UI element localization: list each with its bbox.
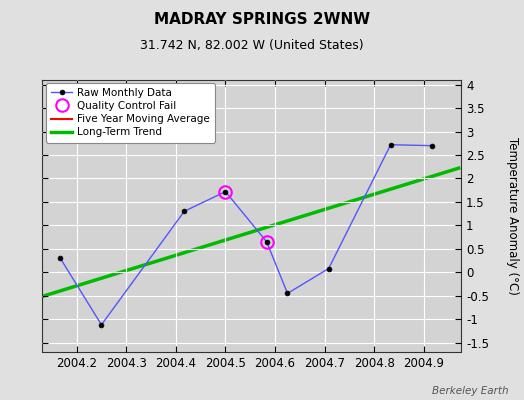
Line: Quality Control Fail: Quality Control Fail	[219, 185, 273, 248]
Quality Control Fail	[222, 189, 228, 194]
Raw Monthly Data	[264, 239, 270, 244]
Raw Monthly Data	[285, 291, 291, 296]
Y-axis label: Temperature Anomaly (°C): Temperature Anomaly (°C)	[506, 137, 519, 295]
Line: Raw Monthly Data: Raw Monthly Data	[58, 142, 435, 327]
Text: MADRAY SPRINGS 2WNW: MADRAY SPRINGS 2WNW	[154, 12, 370, 27]
Title: 31.742 N, 82.002 W (United States): 31.742 N, 82.002 W (United States)	[140, 40, 363, 52]
Raw Monthly Data	[181, 209, 188, 214]
Raw Monthly Data	[325, 266, 332, 271]
Raw Monthly Data	[429, 143, 435, 148]
Text: Berkeley Earth: Berkeley Earth	[432, 386, 508, 396]
Raw Monthly Data	[388, 142, 394, 147]
Raw Monthly Data	[222, 189, 228, 194]
Raw Monthly Data	[57, 256, 63, 261]
Legend: Raw Monthly Data, Quality Control Fail, Five Year Moving Average, Long-Term Tren: Raw Monthly Data, Quality Control Fail, …	[46, 83, 215, 142]
Quality Control Fail	[264, 239, 270, 244]
Raw Monthly Data	[99, 322, 105, 327]
